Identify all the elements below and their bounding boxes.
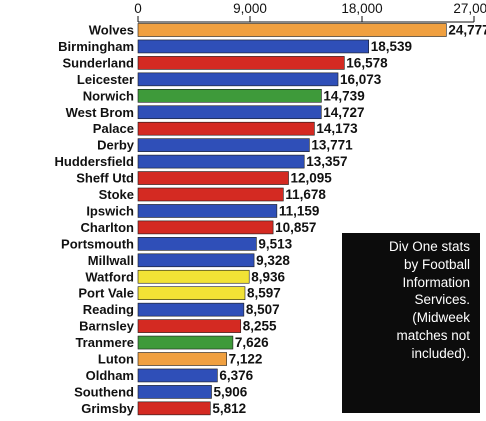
x-tick-label: 27,000: [453, 1, 486, 16]
bar: [137, 171, 289, 185]
category-label: Stoke: [99, 187, 134, 202]
category-label: Charlton: [81, 220, 135, 235]
value-label: 8,597: [247, 286, 281, 301]
bar: [137, 187, 284, 202]
category-label: West Brom: [66, 105, 134, 120]
category-label: Ipswich: [86, 203, 134, 218]
category-label: Millwall: [88, 253, 134, 268]
value-label: 18,539: [371, 39, 412, 54]
note-line: matches not: [396, 327, 470, 343]
value-label: 16,073: [340, 72, 382, 87]
category-label: Southend: [74, 384, 134, 399]
category-label: Wolves: [89, 23, 134, 38]
value-label: 11,159: [279, 203, 320, 218]
category-label: Barnsley: [79, 319, 135, 334]
note-line: Services.: [414, 292, 470, 308]
category-label: Huddersfield: [55, 154, 135, 169]
bar: [137, 401, 211, 416]
value-label: 5,812: [212, 401, 246, 416]
value-label: 14,173: [316, 121, 358, 136]
bar: [137, 72, 339, 87]
bar: [137, 23, 447, 37]
category-label: Norwich: [83, 88, 134, 103]
category-label: Port Vale: [78, 286, 134, 301]
x-tick-label: 18,000: [341, 1, 382, 16]
bar: [137, 368, 218, 383]
value-label: 13,357: [306, 154, 347, 169]
value-label: 13,771: [311, 138, 353, 153]
bar: [137, 204, 278, 218]
value-label: 11,678: [285, 187, 326, 202]
x-tick-label: 9,000: [233, 1, 267, 16]
bar: [137, 319, 242, 333]
value-label: 10,857: [275, 220, 316, 235]
category-label: Derby: [97, 138, 135, 153]
note-line: by Football: [403, 256, 470, 272]
x-axis-ticks: 0 9,000 18,000 27,000: [134, 1, 486, 23]
category-label: Watford: [85, 269, 134, 284]
category-label: Oldham: [86, 368, 134, 383]
bar: [137, 269, 250, 284]
bar: [137, 154, 305, 169]
value-label: 8,936: [251, 269, 285, 284]
value-label: 24,777: [448, 23, 486, 38]
category-label: Portsmouth: [61, 236, 134, 251]
note-line: (Midweek: [412, 310, 470, 326]
bar: [137, 138, 310, 152]
bar: [137, 121, 315, 136]
category-label: Tranmere: [75, 335, 134, 350]
value-label: 6,376: [219, 368, 253, 383]
bar: [137, 286, 246, 301]
value-label: 9,513: [258, 236, 292, 251]
source-note: Div One stats by Football Information Se…: [342, 233, 480, 413]
bars: [137, 23, 447, 416]
value-label: 5,906: [213, 384, 247, 399]
bar: [137, 335, 234, 350]
x-tick-label: 0: [134, 1, 142, 16]
note-line: Information: [402, 274, 470, 290]
category-label: Sheff Utd: [76, 171, 134, 186]
bar: [137, 253, 255, 268]
value-label: 12,095: [291, 171, 333, 186]
bar: [137, 220, 274, 235]
category-label: Grimsby: [81, 401, 135, 416]
bar: [137, 237, 257, 251]
bar: [137, 89, 322, 103]
value-label: 7,626: [235, 335, 269, 350]
value-label: 8,507: [246, 302, 280, 317]
bar: [137, 352, 227, 366]
value-label: 8,255: [243, 319, 277, 334]
bar: [137, 56, 345, 70]
bar: [137, 385, 212, 399]
bar: [137, 302, 245, 317]
note-line: included).: [411, 345, 470, 361]
value-label: 7,122: [229, 352, 263, 367]
category-label: Reading: [83, 302, 134, 317]
category-label: Luton: [98, 352, 134, 367]
bar: [137, 105, 322, 120]
value-label: 16,578: [346, 55, 388, 70]
category-label: Palace: [93, 121, 134, 136]
category-label: Leicester: [77, 72, 134, 87]
category-label: Birmingham: [58, 39, 134, 54]
bar: [137, 39, 370, 54]
value-label: 14,739: [323, 88, 364, 103]
note-line: Div One stats: [388, 239, 470, 254]
value-label: 9,328: [256, 253, 290, 268]
value-label: 14,727: [323, 105, 364, 120]
category-label: Sunderland: [62, 55, 134, 70]
